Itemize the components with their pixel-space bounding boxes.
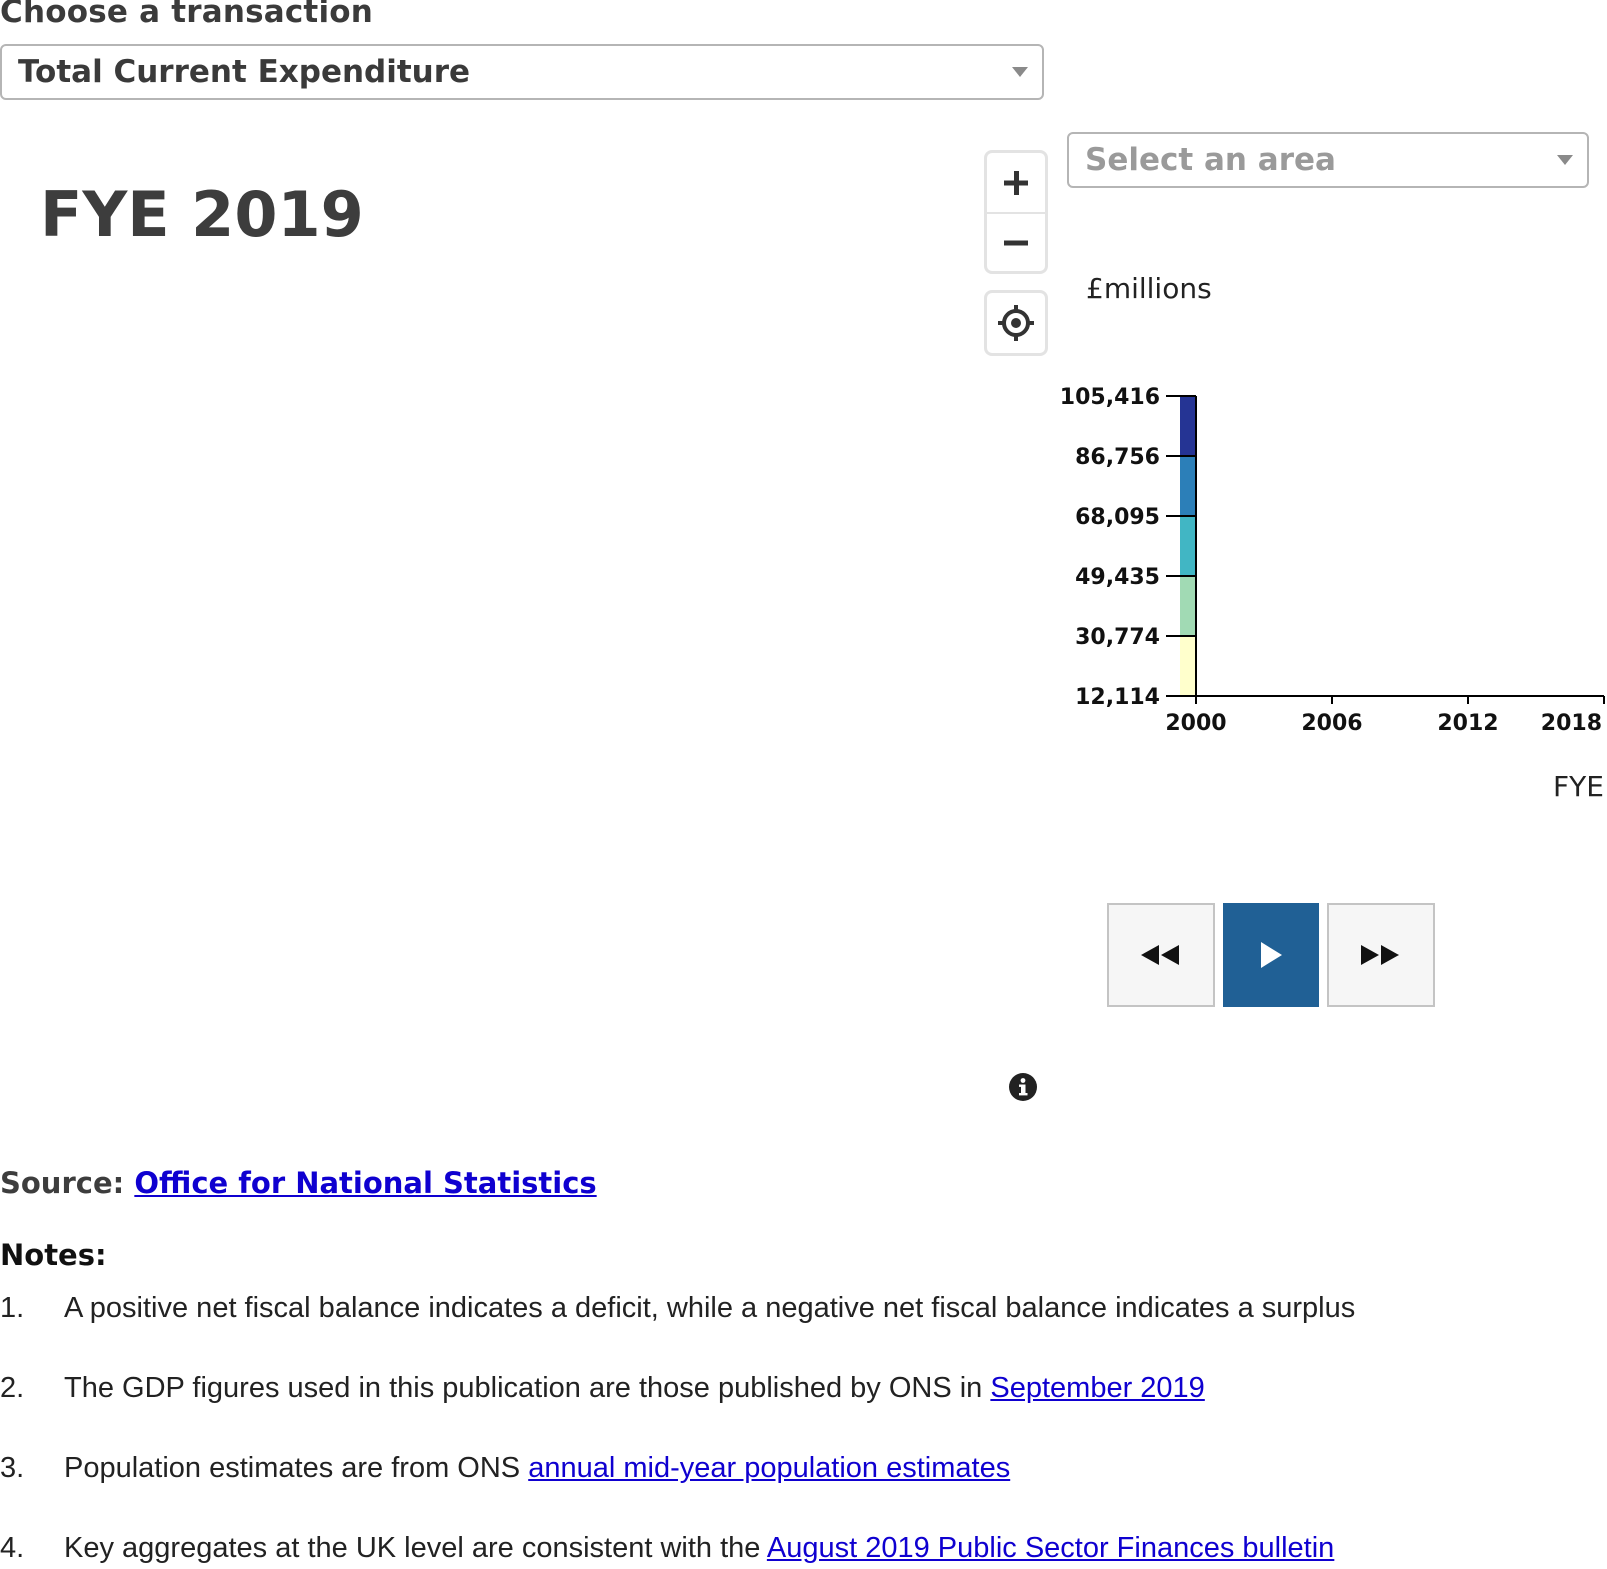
x-axis-unit-label: FYE (1553, 770, 1604, 803)
note-link-gdp[interactable]: September 2019 (990, 1372, 1205, 1404)
transaction-select[interactable]: Total Current Expenditure (0, 44, 1044, 100)
note-text: Key aggregates at the UK level are consi… (64, 1532, 767, 1564)
note-number: 2. (0, 1372, 25, 1404)
note-item: 3. Population estimates are from ONS annu… (0, 1452, 1010, 1485)
plus-icon (1004, 170, 1028, 195)
note-link-population[interactable]: annual mid-year population estimates (528, 1452, 1011, 1484)
area-select[interactable]: Select an area (1067, 132, 1589, 188)
x-tick-label: 2018 (1541, 711, 1602, 736)
note-item: 2. The GDP figures used in this publicati… (0, 1372, 1205, 1405)
play-icon (1261, 942, 1282, 968)
notes-heading: Notes: (0, 1238, 107, 1272)
transaction-label: Choose a transaction (0, 0, 374, 30)
y-axis-unit-label: £millions (1086, 272, 1212, 305)
y-tick-label: 49,435 (1075, 565, 1160, 590)
y-tick-label: 12,114 (1075, 685, 1160, 710)
x-tick-label: 2012 (1437, 711, 1498, 736)
note-number: 1. (0, 1292, 25, 1324)
note-number: 4. (0, 1532, 25, 1564)
y-tick-label: 68,095 (1075, 505, 1160, 530)
y-tick-label: 86,756 (1075, 445, 1160, 470)
color-band (1180, 575, 1196, 637)
y-tick-label: 30,774 (1075, 625, 1160, 650)
note-number: 3. (0, 1452, 25, 1484)
note-text: Population estimates are from ONS (64, 1452, 529, 1484)
source-line: Source: Office for National Statistics (0, 1166, 597, 1200)
chevron-down-icon (1012, 67, 1028, 77)
fast-forward-icon (1361, 945, 1399, 965)
source-link[interactable]: Office for National Statistics (134, 1166, 597, 1200)
area-placeholder: Select an area (1085, 142, 1336, 178)
crosshair-icon (998, 305, 1034, 341)
minus-icon (1004, 240, 1028, 245)
color-band (1180, 455, 1196, 517)
note-item: 1. A positive net fiscal balance indicate… (0, 1292, 1355, 1325)
zoom-in-button[interactable] (987, 153, 1045, 212)
x-tick-label: 2000 (1165, 711, 1226, 736)
note-text: A positive net fiscal balance indicates … (64, 1292, 1356, 1324)
legend-chart: 105,41686,75668,09549,43530,77412,114200… (1060, 385, 1605, 736)
note-link-psf[interactable]: August 2019 Public Sector Finances bulle… (766, 1532, 1335, 1564)
chevron-down-icon (1557, 155, 1573, 165)
y-tick-label: 105,416 (1060, 385, 1160, 410)
locate-button[interactable] (984, 290, 1048, 356)
play-button[interactable] (1223, 903, 1319, 1007)
zoom-out-button[interactable] (987, 212, 1045, 271)
rewind-button[interactable] (1107, 903, 1215, 1007)
zoom-control (984, 150, 1048, 274)
color-band (1180, 396, 1196, 456)
color-band (1180, 636, 1196, 696)
fast-forward-button[interactable] (1327, 903, 1435, 1007)
source-label: Source: (0, 1166, 125, 1200)
color-band (1180, 516, 1196, 576)
info-icon[interactable] (1008, 1072, 1038, 1102)
x-tick-label: 2006 (1301, 711, 1362, 736)
transaction-selected-value: Total Current Expenditure (18, 54, 471, 90)
rewind-icon (1141, 945, 1179, 965)
year-title: FYE 2019 (40, 178, 364, 251)
note-item: 4. Key aggregates at the UK level are con… (0, 1532, 1334, 1565)
note-text: The GDP figures used in this publication… (64, 1372, 991, 1404)
